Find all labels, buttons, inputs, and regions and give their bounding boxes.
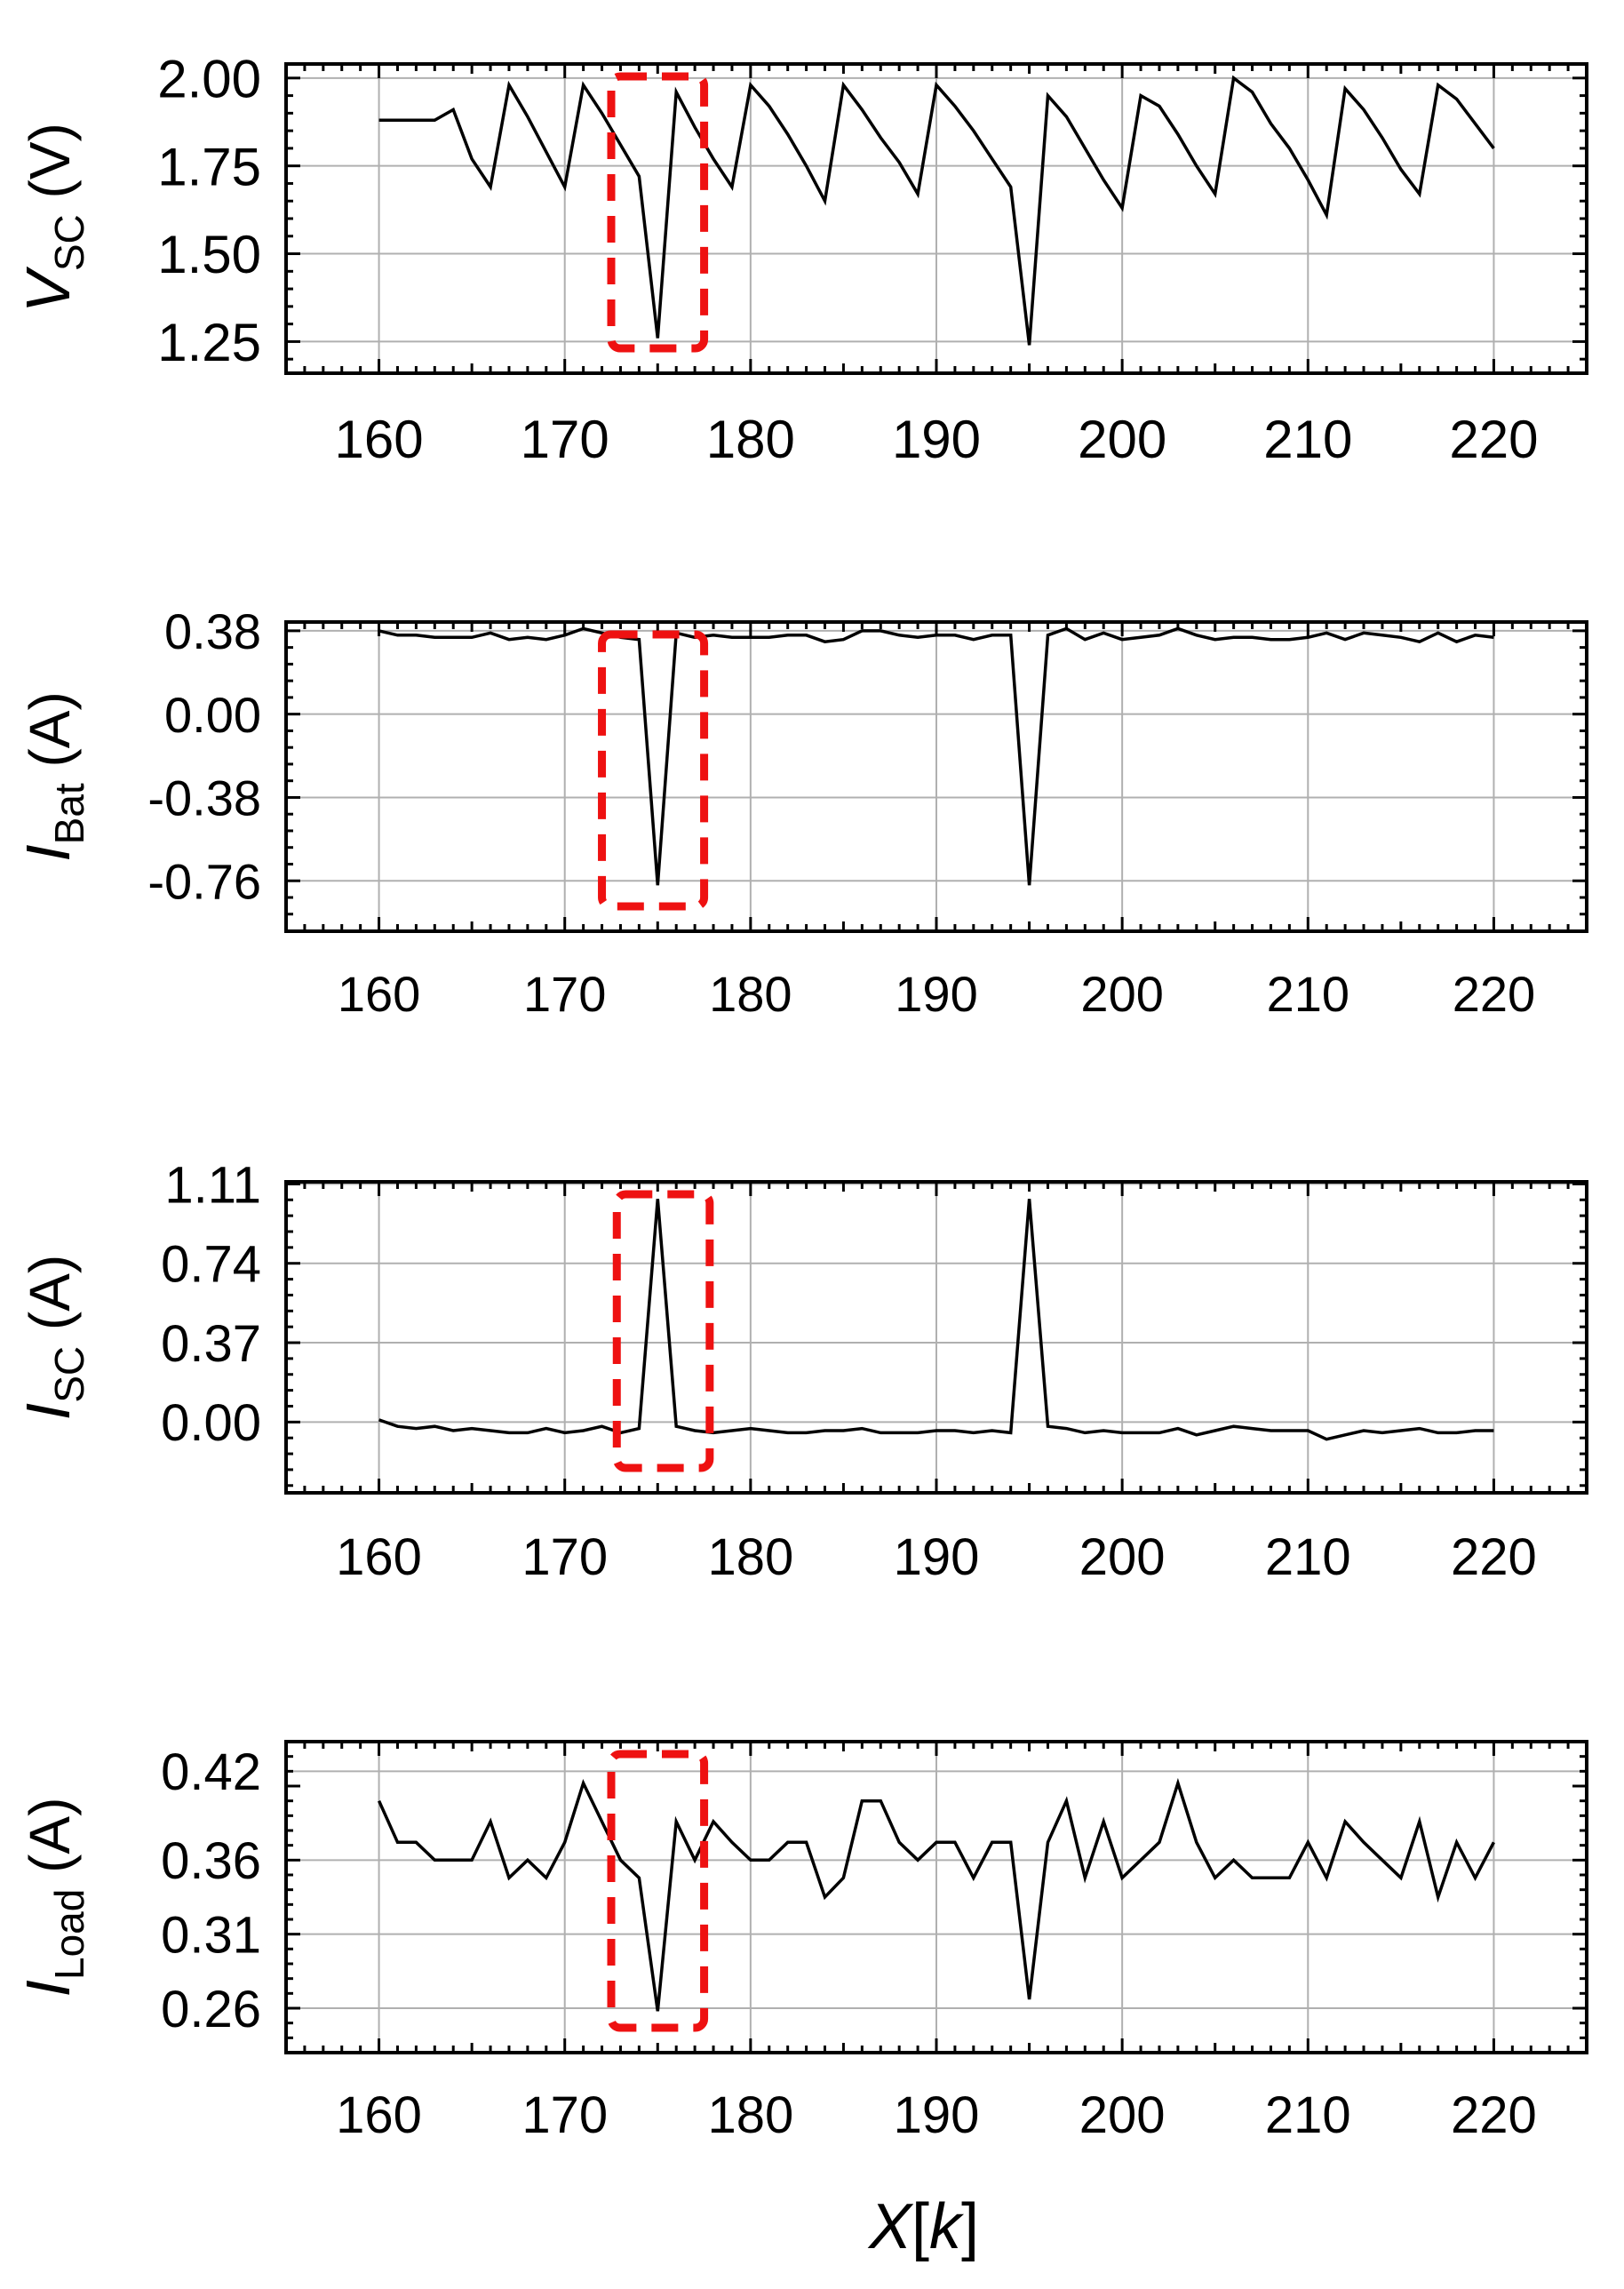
x-tick-label: 220 <box>1449 410 1538 469</box>
highlight-box <box>612 1190 714 1472</box>
y-tick-label: 1.50 <box>157 225 261 284</box>
x-tick-label: 200 <box>1080 966 1163 1022</box>
y-tick-label: 0.00 <box>161 1394 261 1452</box>
series-line <box>378 1199 1494 1441</box>
panel-4: 0.26 0.31 0.36 0.42 160 170 180 190 200 210 220 ILo… <box>13 1740 1588 2144</box>
panel-1: 1.25 1.50 1.75 2.00 160 170 180 190 200 210 220 VSC… <box>13 49 1588 469</box>
x-tick-label: 200 <box>1078 410 1166 469</box>
panel-2: -0.76 -0.38 0.00 0.38 160 170 180 190 200 210 220 I… <box>13 603 1588 1022</box>
panel-3: 0.00 0.37 0.74 1.11 160 170 180 190 200 210 220 ISC… <box>13 1156 1588 1586</box>
y-tick-label: 2.00 <box>157 49 261 108</box>
x-tick-label: 190 <box>895 966 977 1022</box>
y-tick-label: 0.38 <box>164 603 261 659</box>
y-tick-label: 0.31 <box>161 1907 261 1965</box>
highlight-box <box>598 630 709 911</box>
y-tick-label: 0.74 <box>161 1236 261 1294</box>
x-tick-label: 210 <box>1265 1528 1351 1586</box>
x-tick-label: 210 <box>1263 410 1352 469</box>
x-tick-label: 160 <box>336 2086 422 2144</box>
series-line <box>378 626 1494 886</box>
plot-frame <box>284 620 1588 933</box>
x-tick-label: 170 <box>521 1528 608 1586</box>
x-tick-label: 190 <box>894 1528 980 1586</box>
x-tick-label: 190 <box>892 410 981 469</box>
x-tick-label: 180 <box>709 966 792 1022</box>
highlight-box <box>607 1750 709 2032</box>
x-tick-label: 220 <box>1453 966 1535 1022</box>
x-tick-label: 200 <box>1079 2086 1166 2144</box>
x-tick-label: 170 <box>521 410 609 469</box>
y-tick-label: 1.75 <box>157 137 261 196</box>
plot-frame <box>284 1180 1588 1495</box>
x-tick-label: 190 <box>894 2086 980 2144</box>
y-axis-label: IBat (A) <box>13 691 92 862</box>
y-axis-label: ILoad (A) <box>13 1798 92 1998</box>
series-line <box>378 1777 1495 2012</box>
x-tick-label: 170 <box>521 2086 608 2144</box>
y-tick-label: 0.26 <box>161 1981 261 2038</box>
y-tick-label: 0.42 <box>161 1743 261 1801</box>
y-tick-label: 1.25 <box>157 313 261 372</box>
y-tick-label: 0.36 <box>161 1832 261 1890</box>
x-tick-label: 180 <box>706 410 795 469</box>
y-tick-label: 0.37 <box>161 1315 261 1373</box>
x-tick-label: 180 <box>707 2086 793 2144</box>
x-tick-label: 170 <box>523 966 606 1022</box>
y-tick-label: 0.00 <box>164 687 261 743</box>
x-tick-label: 220 <box>1451 1528 1537 1586</box>
plot-frame <box>284 1740 1588 2054</box>
x-tick-label: 210 <box>1267 966 1349 1022</box>
y-tick-label: -0.76 <box>147 853 261 909</box>
x-tick-label: 160 <box>335 410 424 469</box>
y-tick-label: 1.11 <box>164 1156 261 1214</box>
x-axis-index: k <box>929 2191 965 2262</box>
x-axis-label: X[k] <box>867 2191 979 2262</box>
series-line <box>378 75 1495 346</box>
y-axis-label: ISC (A) <box>13 1255 92 1420</box>
panels: 1.25 1.50 1.75 2.00 160 170 180 190 200 210 220 VSC… <box>13 49 1588 2144</box>
x-axis-variable: X <box>867 2191 914 2262</box>
x-tick-label: 160 <box>338 966 420 1022</box>
x-tick-label: 220 <box>1451 2086 1537 2144</box>
highlight-box <box>607 72 709 353</box>
x-tick-label: 200 <box>1079 1528 1166 1586</box>
x-tick-label: 210 <box>1265 2086 1351 2144</box>
x-tick-label: 180 <box>707 1528 793 1586</box>
y-tick-label: -0.38 <box>147 770 261 826</box>
x-tick-label: 160 <box>336 1528 422 1586</box>
y-axis-label: VSC (V) <box>13 123 92 313</box>
plot-frame <box>284 62 1588 375</box>
